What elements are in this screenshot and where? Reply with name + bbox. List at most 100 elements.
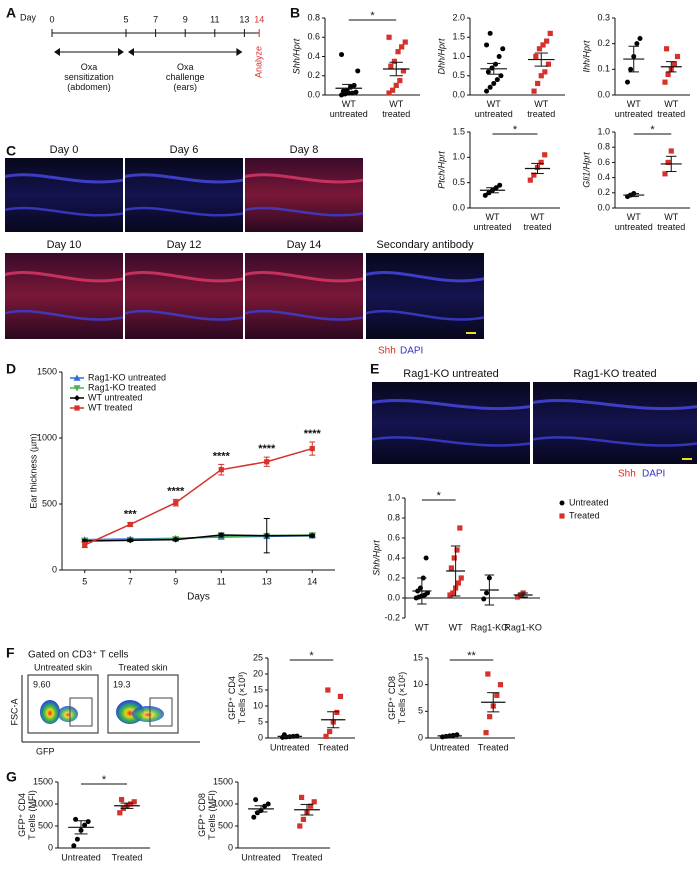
y-tick-label: 0 (52, 564, 57, 574)
y-tick-label: 0 (228, 842, 233, 852)
y-tick-label: 500 (38, 820, 53, 830)
data-point (264, 459, 270, 465)
x-tick-label: WT treated (523, 212, 551, 232)
y-axis-label: Ear thickness (µm) (28, 433, 38, 508)
y-tick-label: 1500 (37, 366, 57, 376)
legend-marker (559, 513, 565, 519)
data-point (458, 575, 464, 581)
x-tick-label: Treated (292, 852, 323, 862)
data-point (390, 87, 396, 93)
data-point (454, 547, 460, 553)
data-point (353, 89, 359, 95)
y-tick-label: 1000 (213, 798, 233, 808)
data-point (308, 803, 314, 809)
data-point (393, 82, 399, 88)
y-tick-label: 0.2 (387, 572, 400, 582)
micrograph (366, 253, 484, 339)
data-point (497, 182, 503, 188)
data-point (425, 590, 430, 596)
legend-label: Treated (569, 510, 600, 520)
x-tick-label: WT untreated (473, 212, 511, 232)
data-point (487, 714, 493, 720)
significance: * (309, 650, 314, 662)
stain-shh: Shh (618, 469, 636, 480)
panel-letter: C (6, 143, 16, 159)
data-point (391, 58, 398, 64)
x-tick-label: Untreated (430, 742, 470, 752)
flow-y-label: FSC-A (9, 699, 19, 726)
data-point (527, 177, 533, 183)
y-tick-label: 0.5 (452, 177, 465, 187)
x-tick-label: Treated (112, 852, 143, 862)
data-point (535, 80, 541, 87)
significance: ** (467, 650, 476, 662)
data-point (85, 819, 91, 825)
x-tick-label: WT untreated (615, 212, 653, 232)
y-axis-label: Shh/Hprt (291, 38, 301, 74)
phase-label: Oxa sensitization (abdomen) (64, 62, 114, 92)
tissue-edge (4, 206, 124, 217)
x-tick-label: Untreated (241, 852, 281, 862)
y-tick-label: 2.0 (452, 12, 465, 22)
y-tick-label: 15 (253, 684, 263, 694)
timeline-day: 13 (239, 14, 249, 24)
y-axis-label: GFP⁺ CD8T cells (MFI) (197, 790, 217, 840)
data-point (388, 63, 394, 69)
significance: * (370, 10, 375, 22)
micrograph (245, 253, 363, 339)
data-point (447, 592, 453, 598)
legend-label: WT treated (88, 402, 132, 412)
data-point (400, 68, 407, 74)
data-point (494, 77, 500, 83)
panel-letter: D (6, 361, 16, 377)
y-tick-label: 1500 (33, 776, 53, 786)
micrograph (372, 382, 530, 464)
x-tick-label: Treated (478, 742, 509, 752)
data-point (117, 810, 123, 816)
legend-marker (559, 500, 565, 506)
analyze-label: Analyze (254, 46, 264, 78)
data-point (625, 79, 630, 85)
significance: * (513, 124, 518, 136)
x-tick-label: 9 (173, 576, 178, 586)
data-point (399, 44, 405, 50)
data-point (423, 555, 429, 561)
data-point (665, 71, 671, 78)
tissue-edge (124, 270, 244, 283)
x-tick-label: Untreated (270, 742, 310, 752)
timeline-day: 0 (49, 14, 54, 24)
significance: **** (213, 450, 231, 462)
data-point (127, 521, 133, 528)
y-tick-label: 0.4 (387, 552, 400, 562)
data-point (455, 580, 462, 586)
tissue-edge (124, 309, 244, 321)
significance: **** (167, 485, 185, 497)
x-tick-label: Treated (318, 742, 349, 752)
legend-marker (74, 395, 80, 401)
x-tick-label: WT treated (527, 99, 555, 119)
tissue-edge (244, 309, 364, 321)
data-point (323, 733, 329, 739)
data-point (484, 42, 490, 48)
data-point (662, 171, 668, 177)
tissue-edge (4, 309, 124, 321)
data-point (483, 730, 489, 736)
data-point (536, 46, 543, 52)
x-tick-label: 5 (82, 576, 87, 586)
data-point (482, 192, 488, 198)
x-tick-label: Rag1-KO (471, 622, 509, 632)
data-point (119, 797, 125, 803)
y-tick-label: 0.5 (452, 70, 465, 80)
flow-gate (69, 697, 93, 727)
data-point (538, 159, 544, 165)
y-tick-label: 0.4 (597, 172, 610, 182)
y-tick-label: 1.0 (452, 51, 465, 61)
data-point (674, 53, 681, 60)
data-point (127, 537, 134, 544)
scale-bar (682, 458, 692, 460)
data-point (402, 39, 408, 45)
y-tick-label: 0.0 (387, 592, 400, 602)
y-tick-label: 0.0 (307, 89, 320, 99)
tissue-edge (4, 173, 124, 184)
y-tick-label: 5 (258, 716, 263, 726)
